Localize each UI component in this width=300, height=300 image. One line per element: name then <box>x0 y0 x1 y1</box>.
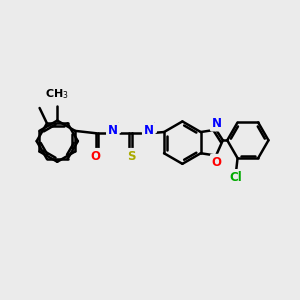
Text: S: S <box>128 150 136 163</box>
Text: O: O <box>91 150 101 163</box>
Text: H: H <box>147 122 155 132</box>
Text: N: N <box>212 117 222 130</box>
Text: H: H <box>111 122 119 132</box>
Text: O: O <box>212 156 222 169</box>
Text: N: N <box>144 124 154 137</box>
Text: N: N <box>108 124 118 137</box>
Text: CH$_3$: CH$_3$ <box>45 88 69 101</box>
Text: Cl: Cl <box>230 171 242 184</box>
